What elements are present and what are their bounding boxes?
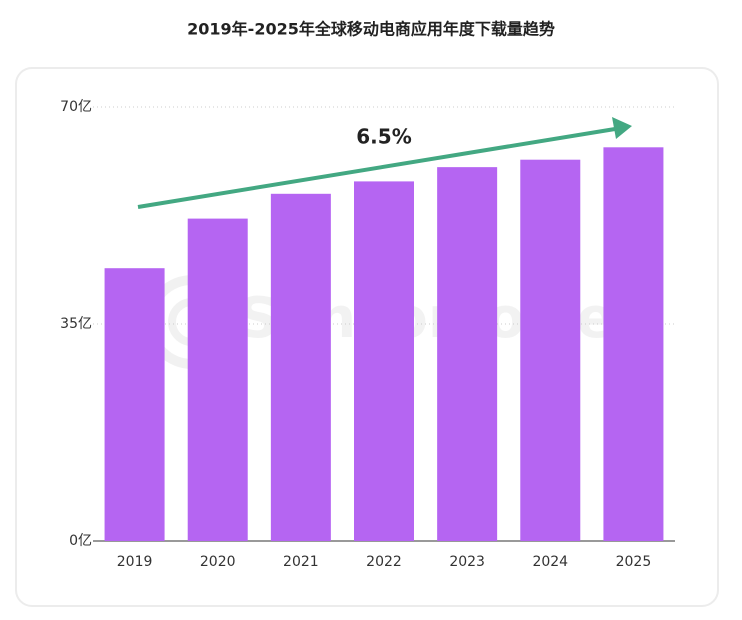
bar <box>603 147 664 542</box>
x-tick-label: 2024 <box>532 554 568 570</box>
bar <box>437 167 498 541</box>
y-tick-label: 0亿 <box>69 533 92 549</box>
x-tick-label: 2025 <box>616 554 652 570</box>
bar <box>104 268 165 541</box>
x-tick-label: 2021 <box>283 554 319 570</box>
annotation: 6.5% <box>356 125 411 149</box>
bar <box>187 218 248 541</box>
chart-title: 2019年-2025年全球移动电商应用年度下载量趋势 <box>187 20 555 39</box>
x-tick-label: 2019 <box>117 554 153 570</box>
bar <box>520 159 581 541</box>
trend-arrow-head <box>612 117 632 139</box>
x-tick-label: 2020 <box>200 554 236 570</box>
bar <box>354 181 414 541</box>
x-tick-label: 2022 <box>366 554 402 570</box>
x-tick-label: 2023 <box>449 554 485 570</box>
bar <box>270 193 331 542</box>
trend-arrow <box>137 127 616 209</box>
y-tick-label: 70亿 <box>60 99 92 115</box>
y-tick-label: 35亿 <box>60 316 92 332</box>
